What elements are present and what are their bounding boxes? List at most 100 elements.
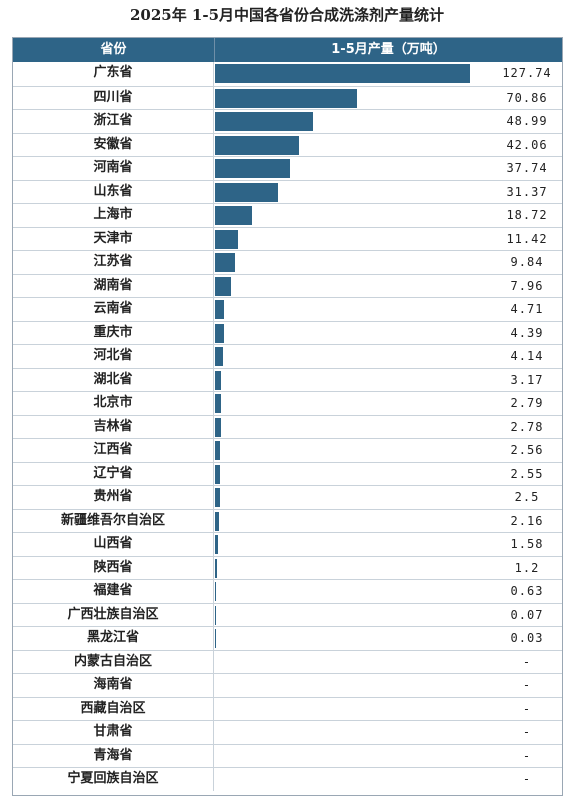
province-name: 陕西省 (13, 556, 214, 579)
table-row: 江苏省 9.84 (13, 250, 562, 274)
province-name: 四川省 (13, 86, 214, 109)
bar-cell: 11.42 (215, 228, 562, 251)
table-row: 广东省 127.74 (13, 62, 562, 86)
table-row: 宁夏回族自治区 - (13, 767, 562, 791)
value-label: 4.71 (510, 302, 544, 316)
table-row: 广西壮族自治区 0.07 (13, 602, 562, 626)
table-row: 河北省 4.14 (13, 344, 562, 368)
bar-cell: 7.96 (215, 275, 562, 298)
province-name: 安徽省 (13, 133, 214, 156)
province-name: 河南省 (13, 157, 214, 180)
province-name: 黑龙江省 (13, 627, 214, 650)
table-row: 新疆维吾尔自治区 2.16 (13, 508, 562, 533)
bar-cell: 2.16 (215, 510, 562, 533)
table-row: 陕西省 1.2 (13, 555, 562, 579)
province-name: 上海市 (13, 204, 214, 227)
bar (215, 464, 221, 484)
bar (215, 370, 222, 390)
value-label: 4.14 (510, 349, 544, 363)
value-label: 3.17 (510, 372, 544, 387)
bar (215, 417, 221, 437)
bar-cell: 127.74 (215, 62, 562, 86)
value-label: 31.37 (506, 184, 548, 199)
table-row: 福建省 0.63 (13, 579, 562, 603)
province-name: 青海省 (13, 744, 214, 767)
bar-cell: 70.86 (215, 87, 562, 110)
bar-cell: - (215, 698, 562, 721)
bar (215, 323, 224, 343)
table-row: 山西省 1.58 (13, 532, 562, 556)
value-label: 1.2 (514, 560, 540, 575)
bar (215, 253, 235, 272)
value-label: 7.96 (510, 278, 544, 293)
value-label: - (522, 678, 532, 692)
value-label: - (522, 748, 532, 763)
bar-cell: 2.56 (215, 439, 562, 462)
bar-cell: - (215, 721, 562, 744)
header-province: 省份 (13, 38, 215, 62)
table-row: 江西省 2.56 (13, 438, 562, 462)
province-name: 北京市 (13, 392, 214, 415)
bar-cell: 4.39 (215, 322, 562, 345)
table-row: 吉林省 2.78 (13, 414, 562, 438)
bar-cell: 2.79 (215, 392, 562, 415)
value-label: 37.74 (506, 161, 548, 175)
table-body: 广东省 127.74 四川省 70.86 浙江省 48.99 安徽省 42.06 河南省 37.7… (13, 62, 562, 791)
table-row: 四川省 70.86 (13, 85, 562, 110)
bar (215, 229, 238, 249)
table-row: 海南省 - (13, 673, 562, 697)
table-row: 辽宁省 2.55 (13, 461, 562, 485)
bar-cell: 3.17 (215, 369, 562, 392)
table-row: 安徽省 42.06 (13, 132, 562, 156)
table-row: 河南省 37.74 (13, 156, 562, 180)
province-name: 湖北省 (13, 368, 214, 391)
bar (215, 276, 231, 296)
bar-cell: 0.63 (215, 580, 562, 603)
bar (215, 441, 221, 460)
bar-cell: 37.74 (215, 157, 562, 180)
value-label: 18.72 (506, 208, 548, 222)
province-name: 山东省 (13, 180, 214, 203)
value-label: - (522, 701, 532, 716)
bar (215, 394, 221, 413)
province-name: 广西壮族自治区 (13, 603, 214, 626)
bar-cell: 0.03 (215, 627, 562, 650)
province-name: 广东省 (13, 62, 214, 86)
header-output: 1-5月产量（万吨） (331, 42, 446, 57)
value-label: 2.56 (510, 443, 544, 457)
province-name: 福建省 (13, 580, 214, 603)
bar-cell: 9.84 (215, 251, 562, 274)
table-header: 省份 1-5月产量（万吨） (13, 38, 562, 62)
value-label: 2.55 (510, 466, 544, 481)
bar (215, 300, 225, 319)
province-name: 江苏省 (13, 251, 214, 274)
province-name: 内蒙古自治区 (13, 650, 214, 673)
value-label: 1.58 (510, 537, 544, 551)
value-label: 4.39 (510, 325, 544, 340)
bar-cell: - (215, 745, 562, 768)
province-name: 山西省 (13, 533, 214, 556)
value-label: 42.06 (506, 137, 548, 152)
bar-cell: 4.71 (215, 298, 562, 321)
value-label: 2.16 (510, 513, 544, 528)
bar (215, 135, 299, 155)
province-name: 贵州省 (13, 486, 214, 509)
bar (215, 159, 291, 178)
value-label: 2.78 (510, 419, 544, 434)
province-name: 甘肃省 (13, 721, 214, 744)
bar (215, 206, 253, 225)
province-name: 河北省 (13, 345, 214, 368)
bar (215, 182, 278, 202)
value-label: 0.63 (510, 584, 544, 598)
table-row: 青海省 - (13, 743, 562, 768)
table-row: 云南省 4.71 (13, 297, 562, 321)
value-label: 48.99 (506, 114, 548, 128)
table-row: 甘肃省 - (13, 720, 562, 744)
province-name: 江西省 (13, 439, 214, 462)
bar-cell: 4.14 (215, 345, 562, 368)
value-label: 0.07 (510, 607, 544, 622)
bar (215, 582, 217, 601)
table-row: 天津市 11.42 (13, 226, 562, 251)
value-label: - (522, 725, 532, 739)
bar-cell: - (215, 768, 562, 791)
